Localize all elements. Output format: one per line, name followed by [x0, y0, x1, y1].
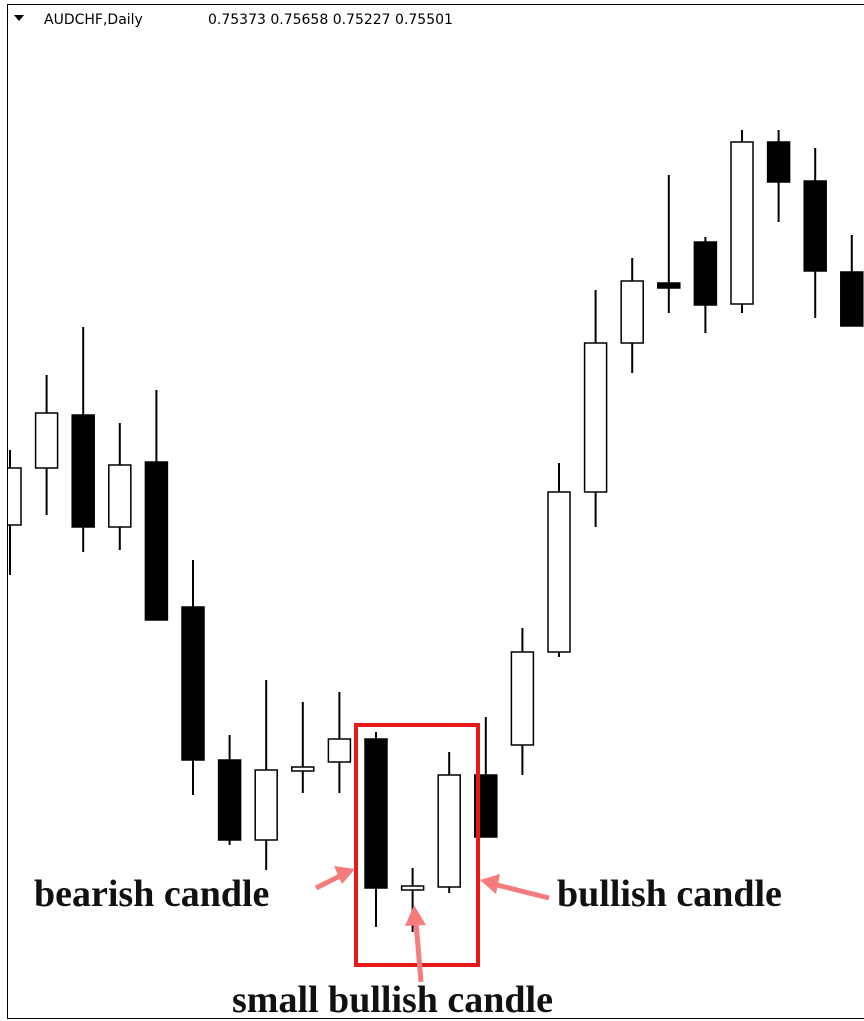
chart-subtitle: 0.75373 0.75658 0.75227 0.75501	[208, 12, 453, 28]
header-arrow	[14, 15, 24, 21]
candle-body	[657, 282, 681, 289]
candle-body	[474, 774, 498, 838]
arrow	[496, 882, 550, 901]
candles	[8, 130, 864, 932]
candle-body	[840, 271, 864, 327]
candle-body	[547, 491, 571, 653]
candle-body	[730, 141, 754, 305]
candle-body	[803, 180, 827, 272]
candle-body	[217, 759, 242, 841]
candle-body	[71, 414, 95, 528]
highlight-box	[354, 723, 480, 967]
annotation: bullish candle	[557, 873, 782, 915]
candle-body	[437, 774, 461, 888]
candle-body	[583, 342, 608, 493]
candle-body	[364, 738, 388, 889]
chart-title: AUDCHF,Daily	[44, 12, 143, 28]
candle-body	[291, 766, 315, 772]
candle-body	[620, 280, 644, 344]
candle-body	[108, 464, 132, 528]
candle-body	[510, 651, 535, 746]
arrow-head	[405, 905, 426, 926]
arrow	[314, 872, 344, 891]
candle-body	[254, 769, 278, 841]
candle-body	[181, 606, 205, 761]
arrow-head	[334, 866, 355, 884]
arrow	[413, 921, 424, 983]
candle-body	[144, 461, 169, 621]
candle-body	[34, 412, 59, 469]
candle-body	[766, 141, 791, 183]
arrows	[314, 866, 550, 983]
candle-body	[693, 241, 718, 306]
annotation: bearish candle	[34, 873, 269, 915]
annotation: small bullish candle	[232, 979, 553, 1021]
candle-body	[8, 467, 22, 526]
candle-body	[327, 738, 352, 763]
candle-body	[400, 885, 425, 891]
arrow-head	[480, 874, 500, 894]
